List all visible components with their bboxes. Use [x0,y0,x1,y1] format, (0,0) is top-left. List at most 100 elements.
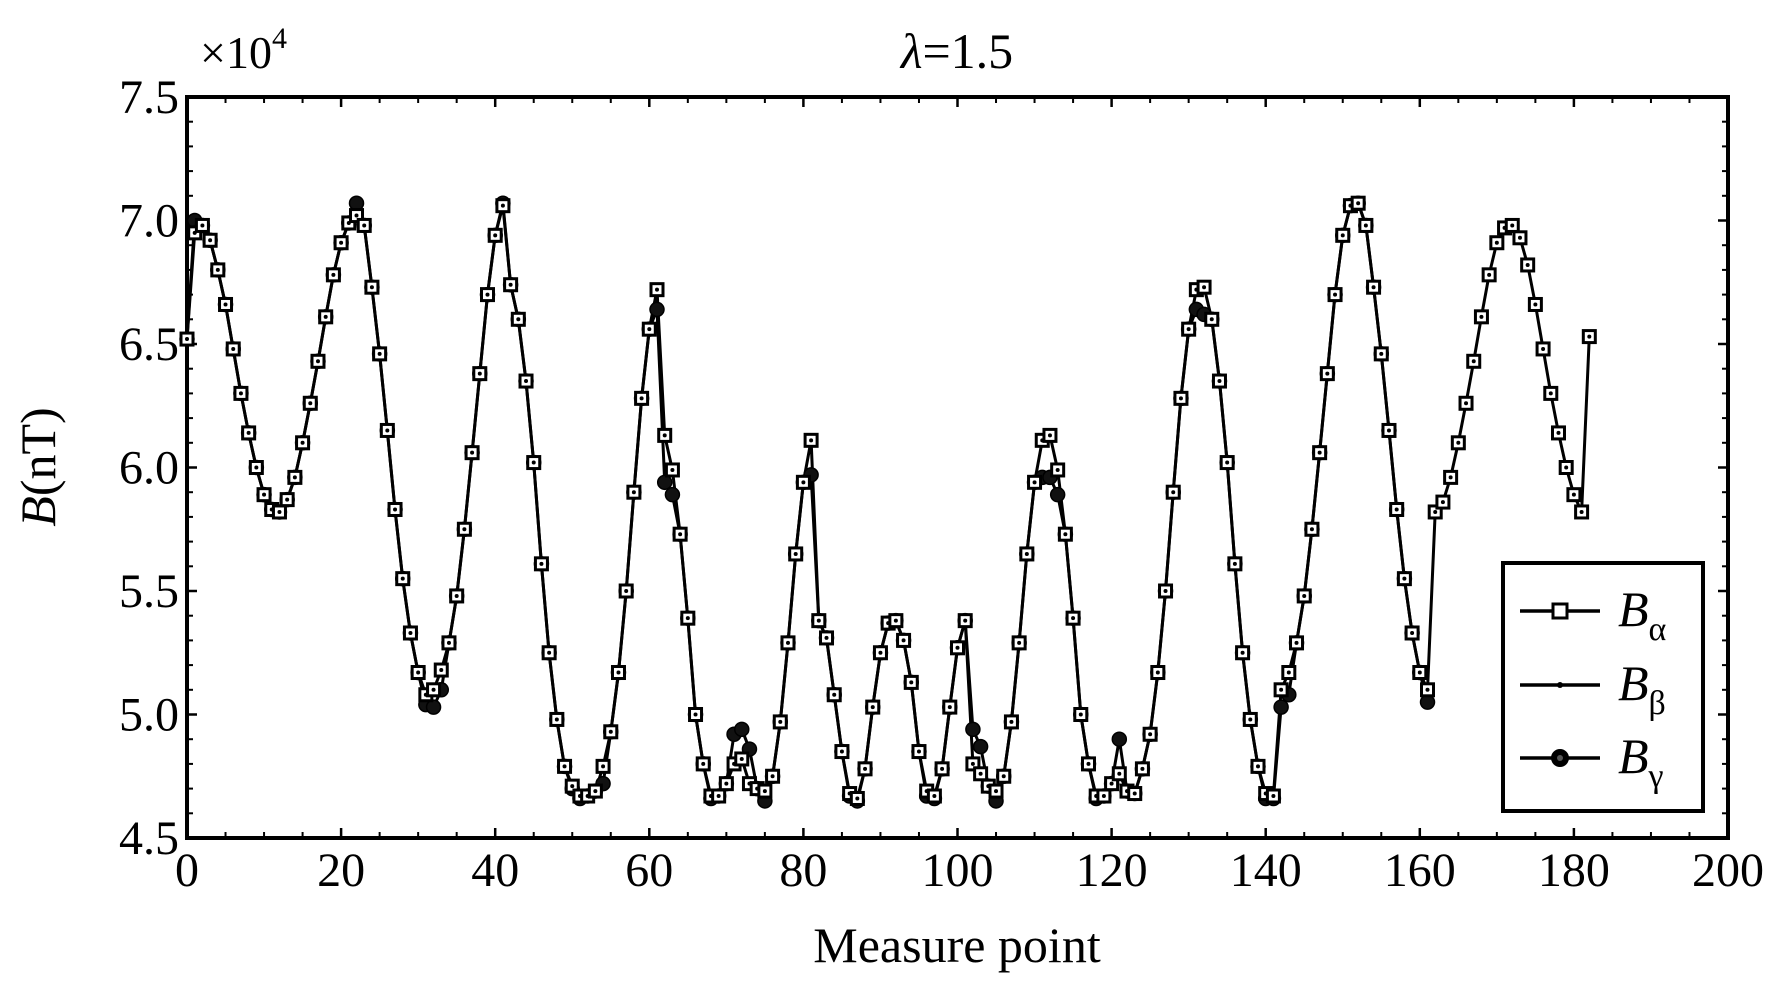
series-beta-point [662,433,667,438]
series-beta-point [470,450,475,455]
series-beta-point [793,551,798,556]
series-beta-point [639,396,644,401]
series-beta-point [524,379,529,384]
series-beta-point [855,796,860,801]
series-beta-point [1163,589,1168,593]
series-beta-point [708,794,713,799]
series-beta-point [1394,507,1399,512]
series-beta-point [1148,732,1153,737]
series-gamma-point [649,301,665,318]
series-beta-point [886,621,891,626]
series-beta-point [1579,509,1584,514]
series-beta-point [1017,640,1022,645]
series-beta-point [1055,467,1060,472]
series-beta-point [354,213,359,218]
series-beta-point [1386,428,1391,433]
series-beta-point [246,430,251,435]
series-beta-point [901,638,906,643]
series-beta-point [1494,240,1499,245]
series-beta-point [770,774,775,779]
series-beta-point [277,509,282,514]
series-beta-point [1340,233,1345,238]
series-beta-point [1533,302,1538,307]
series-beta-point [554,717,559,722]
series-beta-point [1024,551,1029,556]
series-beta-point [262,492,267,497]
series-beta-point [801,480,806,485]
series-beta-point [585,794,590,799]
series-beta-point [847,791,852,796]
series-beta-point [1517,235,1522,240]
series-beta-point [1194,287,1199,292]
series-beta-point [1101,794,1106,799]
x-tick-label: 160 [1384,844,1456,897]
series-beta-point [631,490,636,495]
y-scale-exponent: 4 [272,22,287,55]
series-beta-point [1541,346,1546,351]
series-beta-point [562,764,567,769]
series-beta-point [1109,781,1114,786]
series-beta-point [1356,201,1361,206]
series-beta-point [762,789,767,794]
series-beta-point [1448,475,1453,480]
series-beta-point [978,771,983,776]
series-beta-point [315,359,320,364]
x-tick-label: 180 [1538,844,1610,897]
series-beta-point [916,749,921,754]
series-beta-point [724,781,729,786]
series-beta-point [1556,430,1561,435]
series-gamma-point [664,486,681,503]
series-beta-point [655,287,660,292]
series-beta-point [1548,391,1553,396]
series-beta-point [1125,789,1130,794]
series-beta-point [1040,438,1045,443]
series-beta-point [809,438,814,443]
series-beta-point [1317,450,1322,455]
series-beta-point [693,712,698,717]
series-beta-point [454,593,459,598]
series-gamma-point [972,738,989,755]
series-beta-point [1271,794,1276,799]
series-beta-point [870,705,875,710]
chart-title-symbol: λ [899,23,923,79]
series-beta-point [624,589,629,593]
series-beta-point [1140,766,1145,771]
chart-title: λ=1.5 [899,23,1013,79]
x-tick-label: 20 [317,844,365,897]
series-beta-point [878,650,883,655]
axis-ticks [185,95,1730,840]
series-beta-point [893,618,898,623]
series-beta-point [477,371,482,376]
legend-label-gamma: Bγ [1618,728,1664,795]
y-tick-label: 5.0 [119,689,179,742]
series-beta-point [1525,262,1530,267]
legend-label-alpha: Bα [1618,581,1667,648]
series-beta-point [755,786,760,791]
chart-title-value: =1.5 [922,23,1013,79]
series-beta-point [323,314,328,319]
series-beta-point [1286,670,1291,675]
series-beta-point [732,761,737,766]
series-beta-point [716,794,721,799]
series-beta-point [1279,687,1284,692]
legend-marker-point [1557,682,1563,688]
x-tick-label: 140 [1230,844,1302,897]
series-beta-point [701,761,706,766]
series-beta-point [208,238,213,243]
legend-label-alpha-base: B [1618,581,1649,637]
x-tick-label: 40 [471,844,519,897]
series-gamma-point [1273,699,1289,715]
series-beta-point [238,391,243,396]
series-beta-point [1363,223,1368,228]
y-tick-label: 6.0 [119,442,179,495]
series-beta-point [1086,761,1091,766]
series-beta-point [1479,314,1484,319]
series-beta-point [416,670,421,675]
series-beta-point [1440,500,1445,505]
series-beta-point [285,497,290,502]
series-beta-point [1425,687,1430,692]
series-beta-point [963,618,968,623]
series-beta-point [608,729,613,734]
series-beta-point [308,401,313,406]
